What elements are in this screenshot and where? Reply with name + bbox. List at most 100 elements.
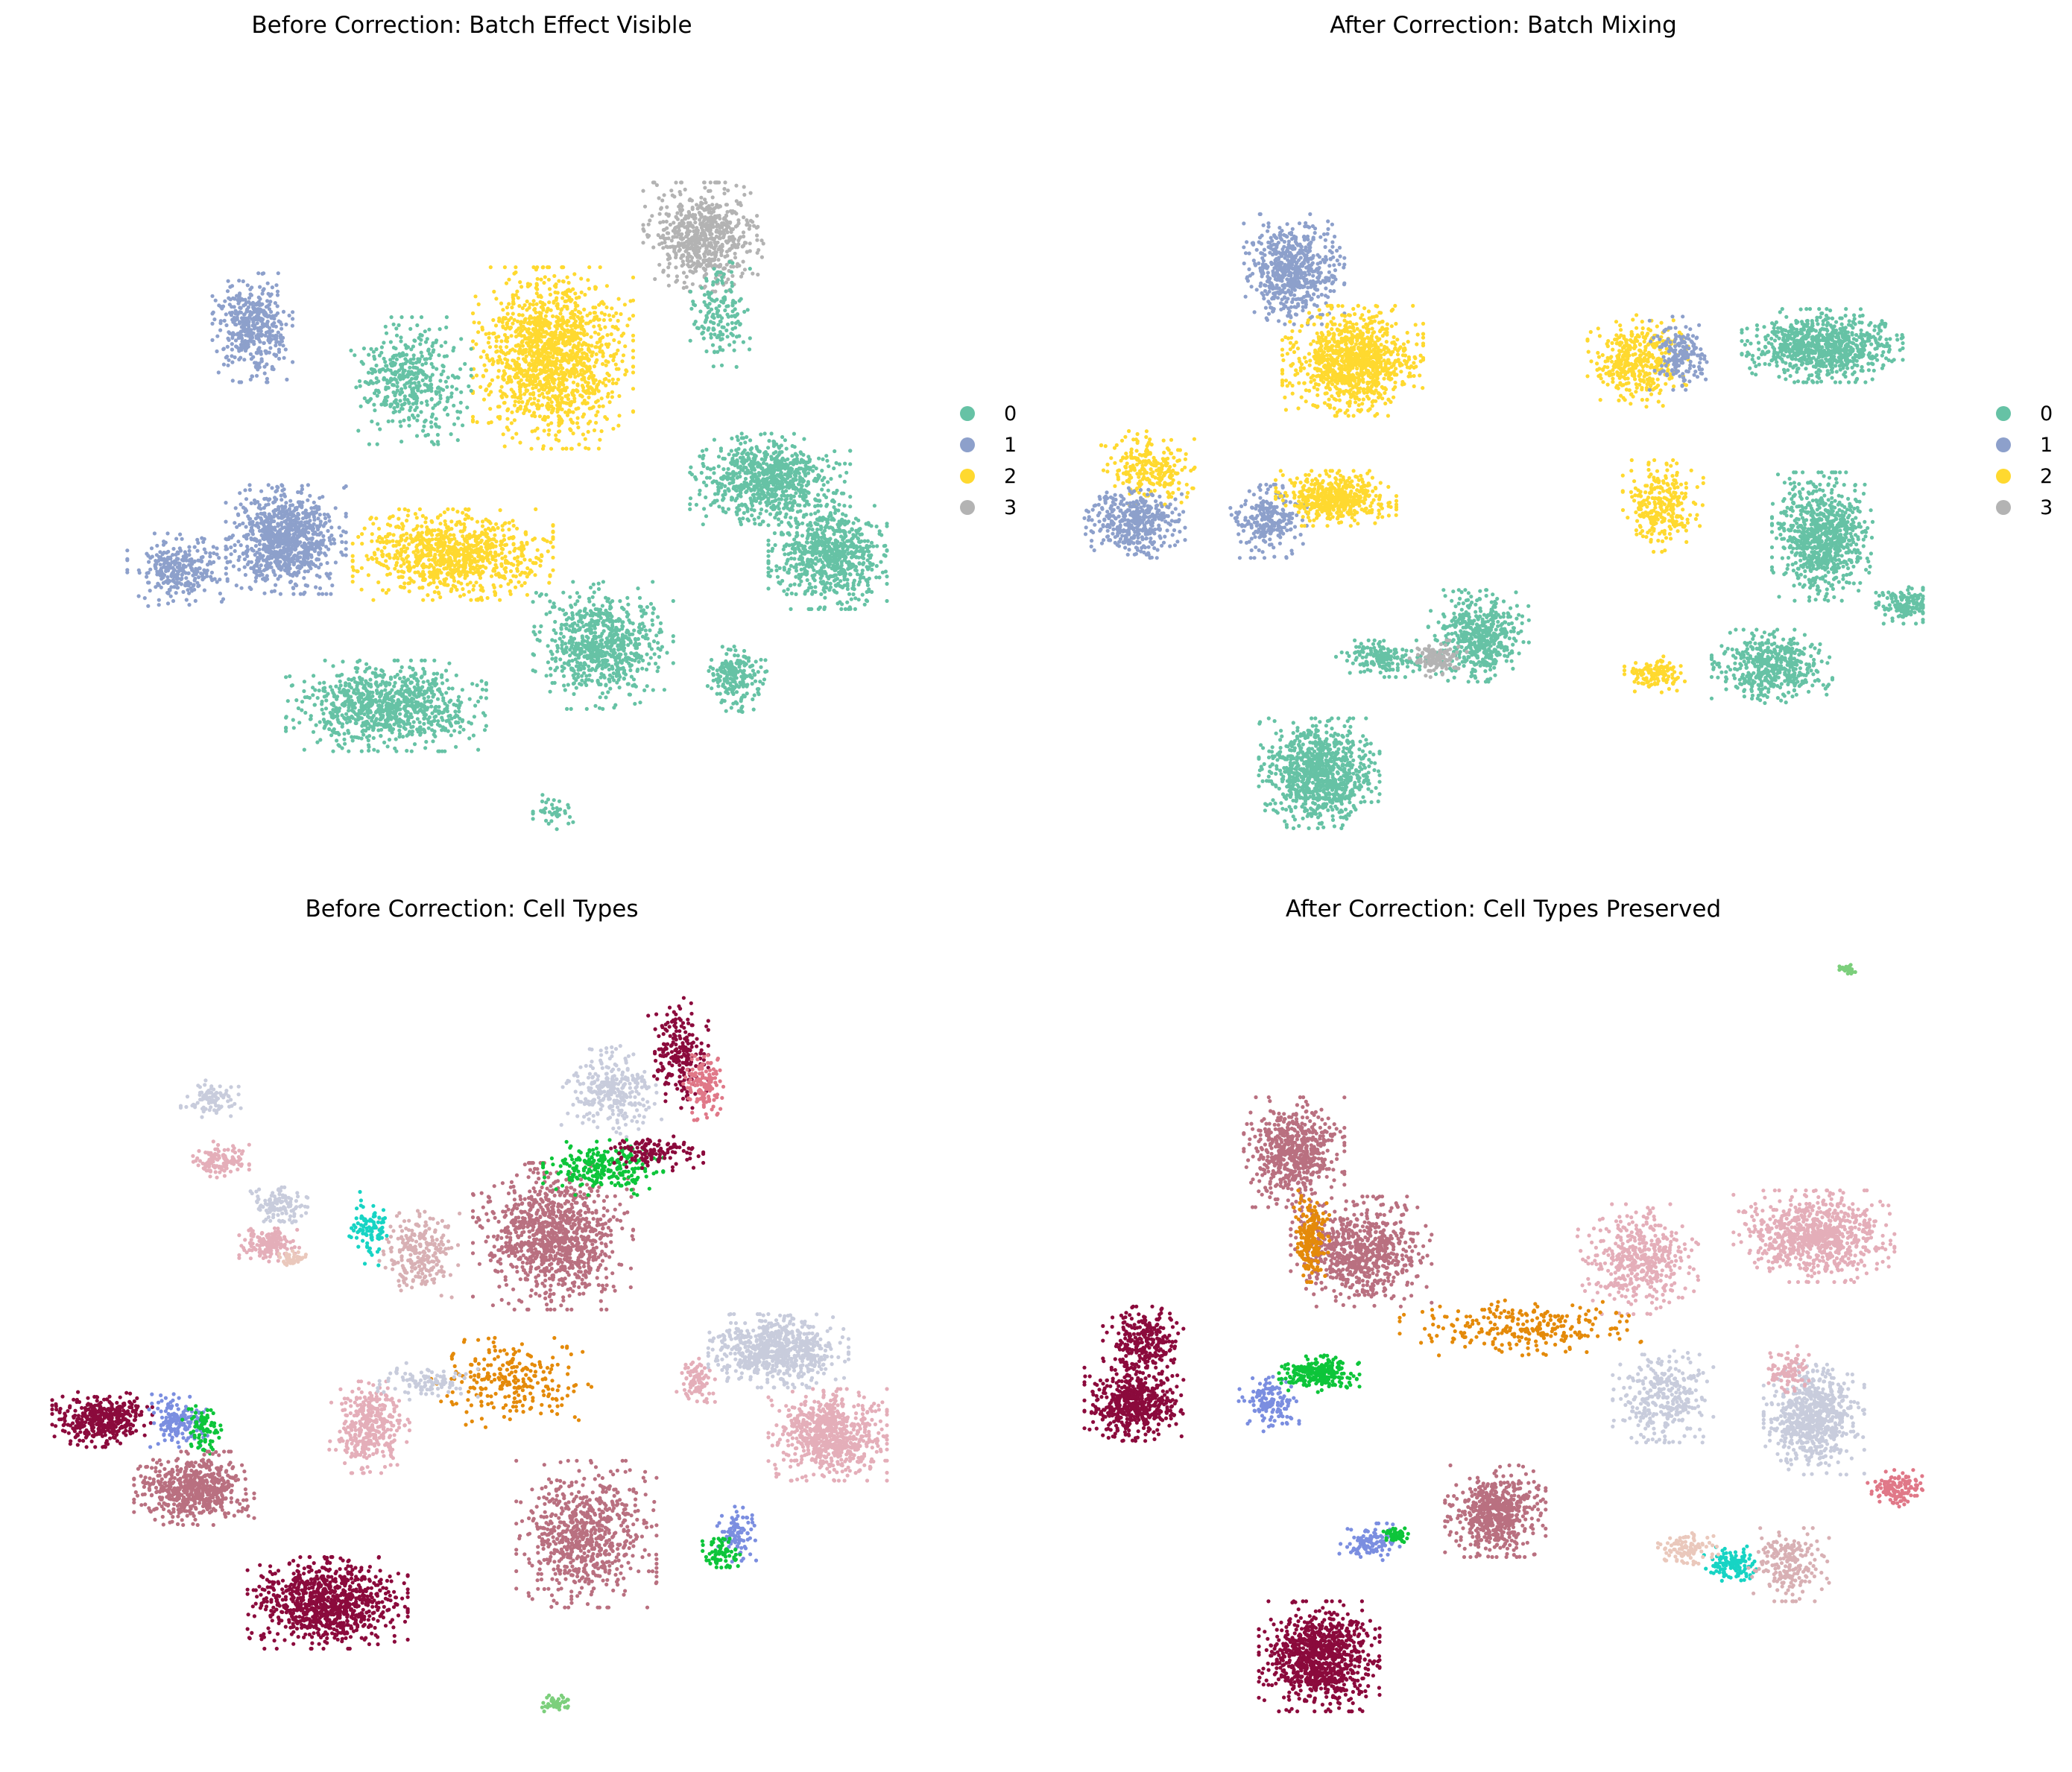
- scatter-point: [564, 394, 569, 399]
- scatter-point: [435, 424, 439, 428]
- scatter-point: [759, 255, 764, 259]
- scatter-point: [419, 350, 423, 355]
- scatter-point: [748, 470, 752, 475]
- scatter-point: [363, 379, 367, 385]
- scatter-point: [617, 340, 622, 344]
- scatter-point: [610, 390, 615, 394]
- scatter-point: [426, 349, 431, 353]
- scatter-point: [843, 461, 847, 466]
- scatter-point: [689, 465, 693, 469]
- scatter-point: [528, 302, 532, 306]
- scatter-point: [718, 319, 722, 323]
- scatter-point: [549, 404, 554, 408]
- scatter-point: [713, 206, 717, 211]
- scatter-point: [694, 265, 699, 269]
- scatter-point: [559, 370, 563, 374]
- scatter-point: [538, 300, 543, 304]
- scatter-point: [606, 360, 610, 364]
- scatter-point: [689, 238, 693, 242]
- scatter-point: [540, 327, 544, 332]
- scatter-point: [536, 382, 540, 387]
- scatter-point: [806, 471, 811, 475]
- scatter-point: [694, 234, 699, 238]
- scatter-point: [724, 471, 730, 475]
- scatter-point: [243, 488, 247, 493]
- scatter-point: [593, 311, 598, 315]
- scatter-point: [761, 519, 765, 524]
- scatter-point: [340, 539, 344, 545]
- scatter-point: [708, 232, 713, 237]
- scatter-point: [587, 265, 592, 270]
- scatter-point: [283, 347, 288, 352]
- scatter-point: [716, 278, 720, 282]
- scatter-point: [841, 544, 845, 548]
- scatter-point: [742, 244, 746, 248]
- scatter-point: [503, 316, 508, 320]
- scatter-point: [748, 267, 752, 271]
- scatter-point: [383, 395, 388, 400]
- scatter-point: [505, 417, 510, 421]
- scatter-point: [607, 379, 611, 383]
- scatter-point: [702, 180, 707, 185]
- scatter-point: [688, 289, 693, 294]
- scatter-point: [594, 400, 598, 405]
- scatter-point: [742, 185, 746, 189]
- scatter-point: [237, 567, 241, 572]
- scatter-point: [500, 395, 505, 399]
- scatter-point: [715, 228, 719, 232]
- scatter-point: [841, 512, 845, 516]
- scatter-point: [730, 481, 734, 485]
- scatter-point: [542, 428, 546, 433]
- scatter-point: [238, 291, 242, 296]
- scatter-point: [242, 565, 247, 569]
- scatter-point: [723, 223, 727, 227]
- scatter-point: [742, 234, 746, 238]
- scatter-point: [555, 410, 560, 414]
- scatter-point: [693, 475, 698, 479]
- scatter-point: [530, 402, 534, 406]
- scatter-point: [821, 483, 826, 487]
- scatter-point: [798, 490, 803, 495]
- scatter-point: [259, 563, 263, 568]
- scatter-point: [851, 583, 856, 588]
- scatter-point: [536, 320, 540, 324]
- scatter-point: [693, 320, 698, 324]
- scatter-point: [399, 387, 404, 391]
- scatter-point: [885, 548, 889, 553]
- scatter-point: [745, 506, 750, 511]
- scatter-point: [687, 229, 692, 233]
- scatter-point: [845, 578, 850, 582]
- scatter-point: [721, 467, 726, 472]
- scatter-point: [701, 223, 705, 227]
- scatter-point: [722, 266, 727, 270]
- scatter-point: [631, 364, 636, 369]
- scatter-point: [717, 481, 722, 486]
- scatter-point: [394, 347, 398, 351]
- scatter-point: [800, 521, 805, 525]
- scatter-point: [683, 187, 687, 192]
- scatter-point: [843, 534, 847, 539]
- scatter-point: [515, 289, 519, 294]
- scatter-point: [569, 446, 574, 451]
- scatter-point: [551, 314, 555, 318]
- scatter-point: [389, 402, 394, 407]
- scatter-point: [407, 423, 411, 428]
- scatter-point: [802, 513, 806, 518]
- scatter-point: [674, 265, 678, 270]
- scatter-point: [761, 491, 765, 496]
- scatter-point: [797, 547, 801, 551]
- scatter-point: [569, 354, 574, 358]
- scatter-point: [458, 410, 463, 414]
- scatter-point: [372, 391, 377, 396]
- scatter-point: [834, 461, 838, 466]
- scatter-point: [543, 377, 547, 382]
- scatter-point: [469, 347, 473, 351]
- scatter-point: [719, 363, 724, 367]
- scatter-point: [745, 517, 750, 522]
- scatter-point: [572, 396, 577, 401]
- scatter-point: [522, 373, 527, 378]
- scatter-point: [378, 427, 382, 431]
- scatter-point: [476, 330, 481, 335]
- scatter-point: [274, 340, 279, 344]
- scatter-point: [558, 311, 563, 316]
